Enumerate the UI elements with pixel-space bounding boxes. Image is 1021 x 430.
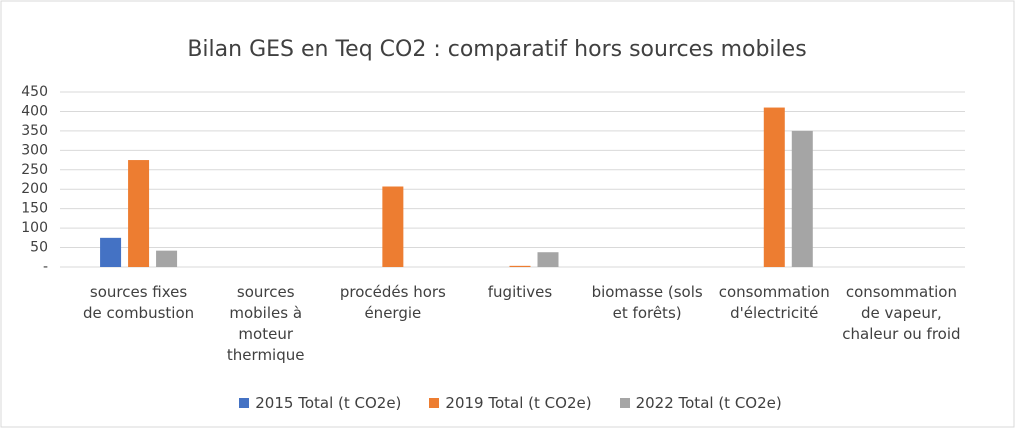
legend-swatch [619,398,630,408]
bar [156,250,178,267]
y-tick-label: 50 [30,240,48,256]
legend-item: 2015 Total (t CO2e) [239,394,401,412]
y-tick-label: 250 [21,162,48,178]
legend-item: 2022 Total (t CO2e) [619,394,782,412]
y-tick-label: 100 [21,220,48,236]
x-tick-label: consommation d'électricité [718,283,830,322]
bar [537,252,559,267]
bar [763,107,785,267]
x-tick-label: biomasse (sols et forêts) [591,283,703,322]
x-tick-label: procédés hors énergie [339,283,446,322]
chart-title: Bilan GES en Teq CO2 : comparatif hors s… [187,37,806,62]
x-tick-label: fugitives [487,283,553,301]
y-tick-label: 350 [21,123,48,139]
x-tick-label: sources mobiles à moteur thermique [226,283,305,364]
x-tick-label: sources fixes de combustion [83,283,195,322]
legend-swatch [429,398,440,408]
legend-label: 2022 Total (t CO2e) [635,394,782,412]
legend-label: 2015 Total (t CO2e) [255,394,402,412]
bar [382,186,404,267]
y-tick-label: 150 [21,201,48,217]
legend-swatch [239,398,250,408]
y-tick-label: - [43,259,48,275]
y-tick-label: 300 [21,142,48,158]
bar [128,160,150,267]
y-tick-label: 200 [21,181,48,197]
legend-item: 2019 Total (t CO2e) [429,394,592,412]
bar [509,265,531,267]
y-tick-label: 400 [21,103,48,119]
legend-label: 2019 Total (t CO2e) [445,394,592,412]
bar [100,237,122,267]
bar [791,130,813,267]
x-tick-label: consommation de vapeur, chaleur ou froid [842,283,961,343]
legend: 2015 Total (t CO2e) 2019 Total (t CO2e) 20… [0,394,1021,412]
y-tick-label: 450 [21,84,48,100]
